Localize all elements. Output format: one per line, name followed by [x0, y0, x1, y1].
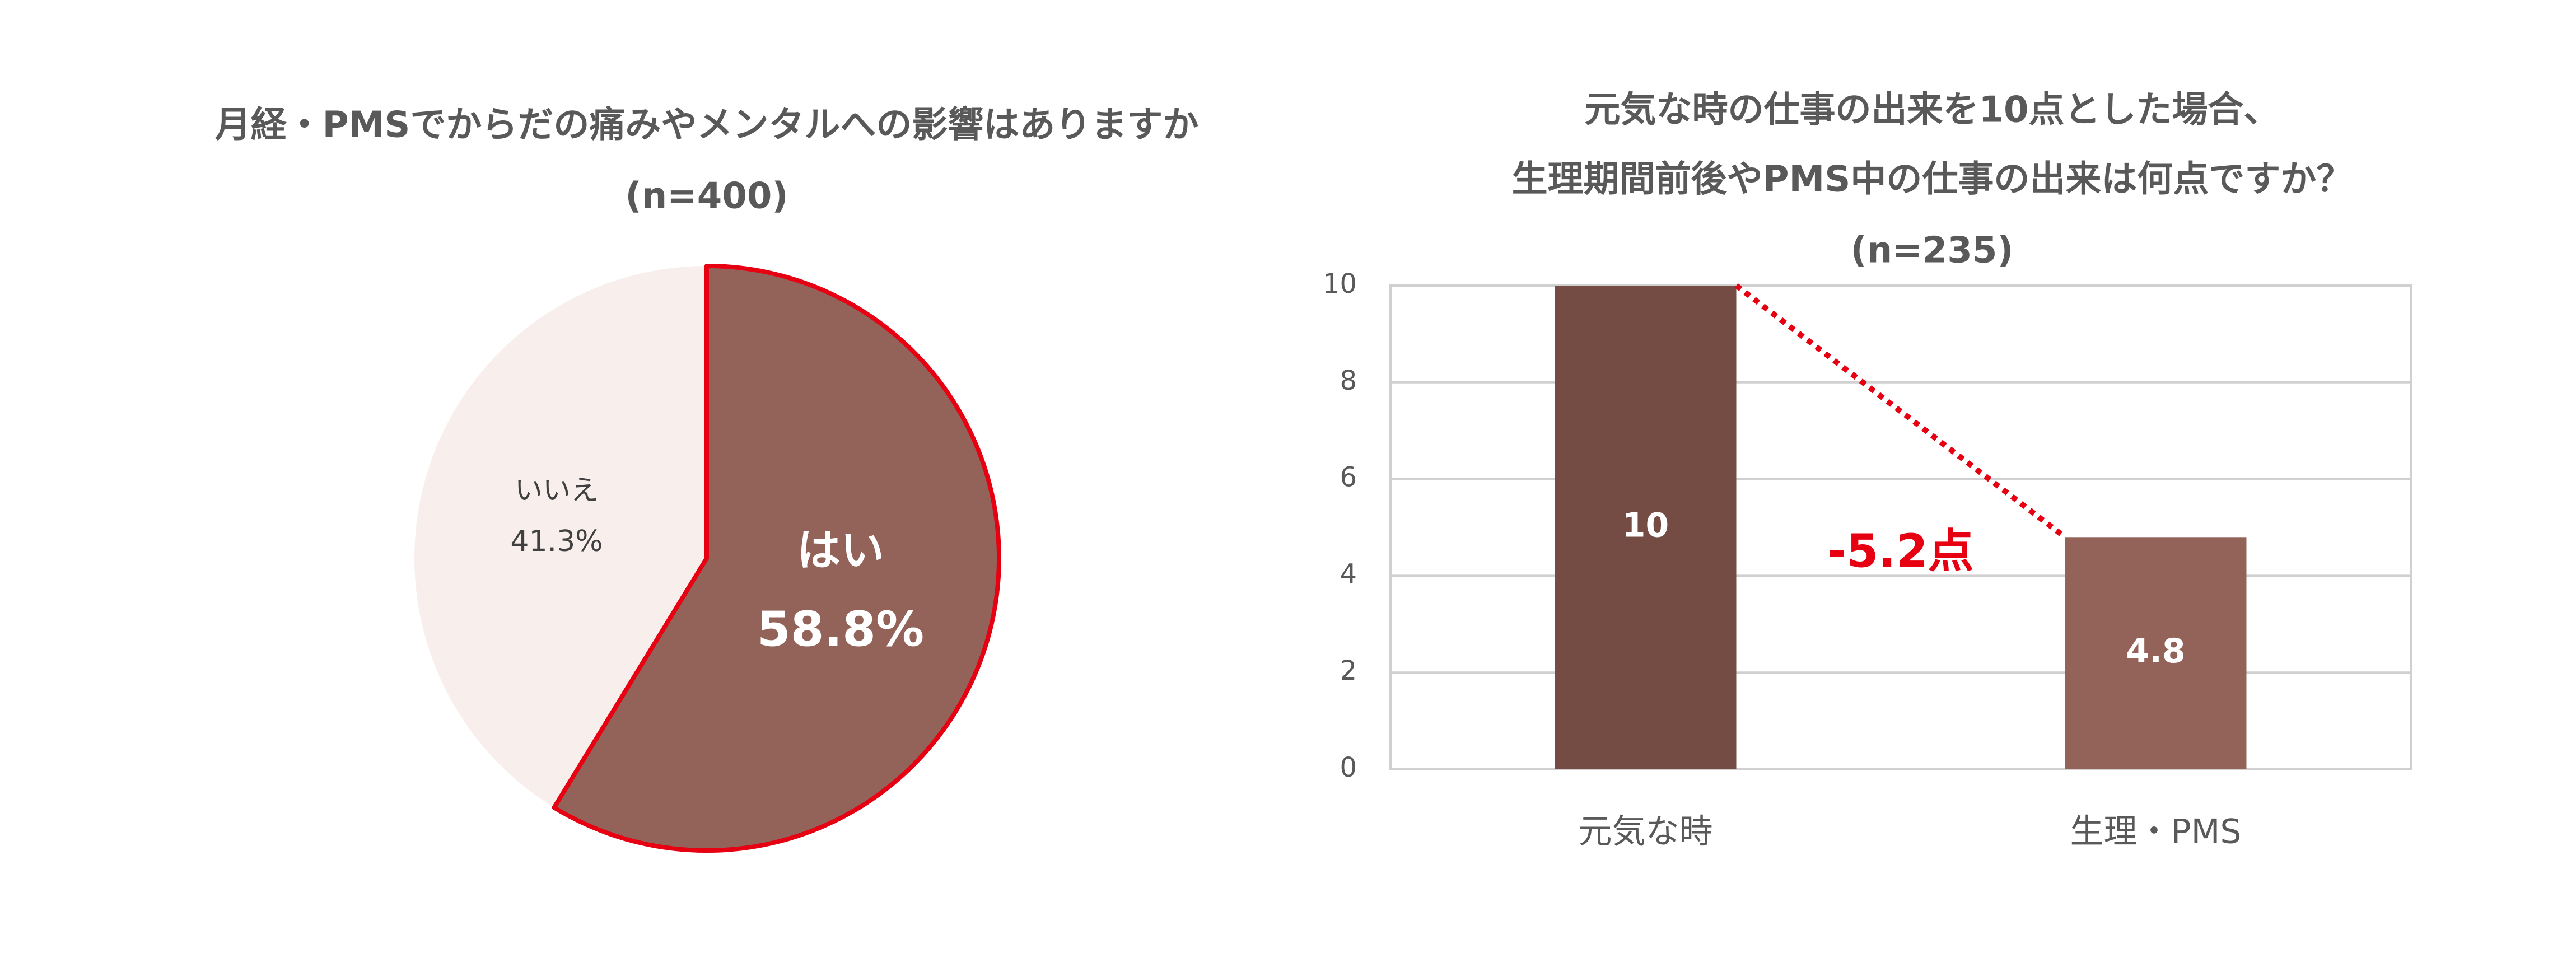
pie-slice	[414, 266, 707, 808]
slice-value-label: 41.3%	[510, 525, 603, 558]
slice-label: はい	[797, 525, 884, 576]
bar-subtitle: (n=235)	[1850, 230, 2013, 272]
pie-subtitle: (n=400)	[625, 176, 788, 217]
bar-title: 元気な時の仕事の出来を10点とした場合、	[1584, 90, 2279, 131]
y-tick-label: 6	[1340, 462, 1357, 493]
plot-frame	[1389, 284, 2412, 770]
y-tick-label: 8	[1340, 365, 1357, 396]
bar	[2065, 537, 2247, 769]
bar	[1555, 286, 1737, 769]
bar-title: 生理期間前後やPMS中の仕事の出来は何点ですか？	[1512, 159, 2353, 200]
x-tick-label: 元気な時	[1579, 812, 1713, 852]
pie-slice	[552, 264, 1001, 853]
y-tick-label: 0	[1340, 752, 1357, 783]
x-tick-label: 生理・PMS	[2070, 812, 2241, 852]
pie-title: 月経・PMSでからだの痛みやメンタルへの影響はありますか	[215, 105, 1199, 146]
slice-value-label: 58.8%	[757, 601, 924, 657]
data-label: 10	[1622, 506, 1669, 545]
slice-label: いいえ	[515, 474, 599, 507]
y-tick-label: 10	[1323, 268, 1357, 300]
data-label: 4.8	[2126, 632, 2185, 671]
y-tick-label: 4	[1340, 558, 1357, 590]
y-tick-label: 2	[1340, 655, 1357, 686]
difference-connector	[1734, 283, 2067, 540]
difference-annotation: -5.2点	[1827, 525, 1973, 578]
